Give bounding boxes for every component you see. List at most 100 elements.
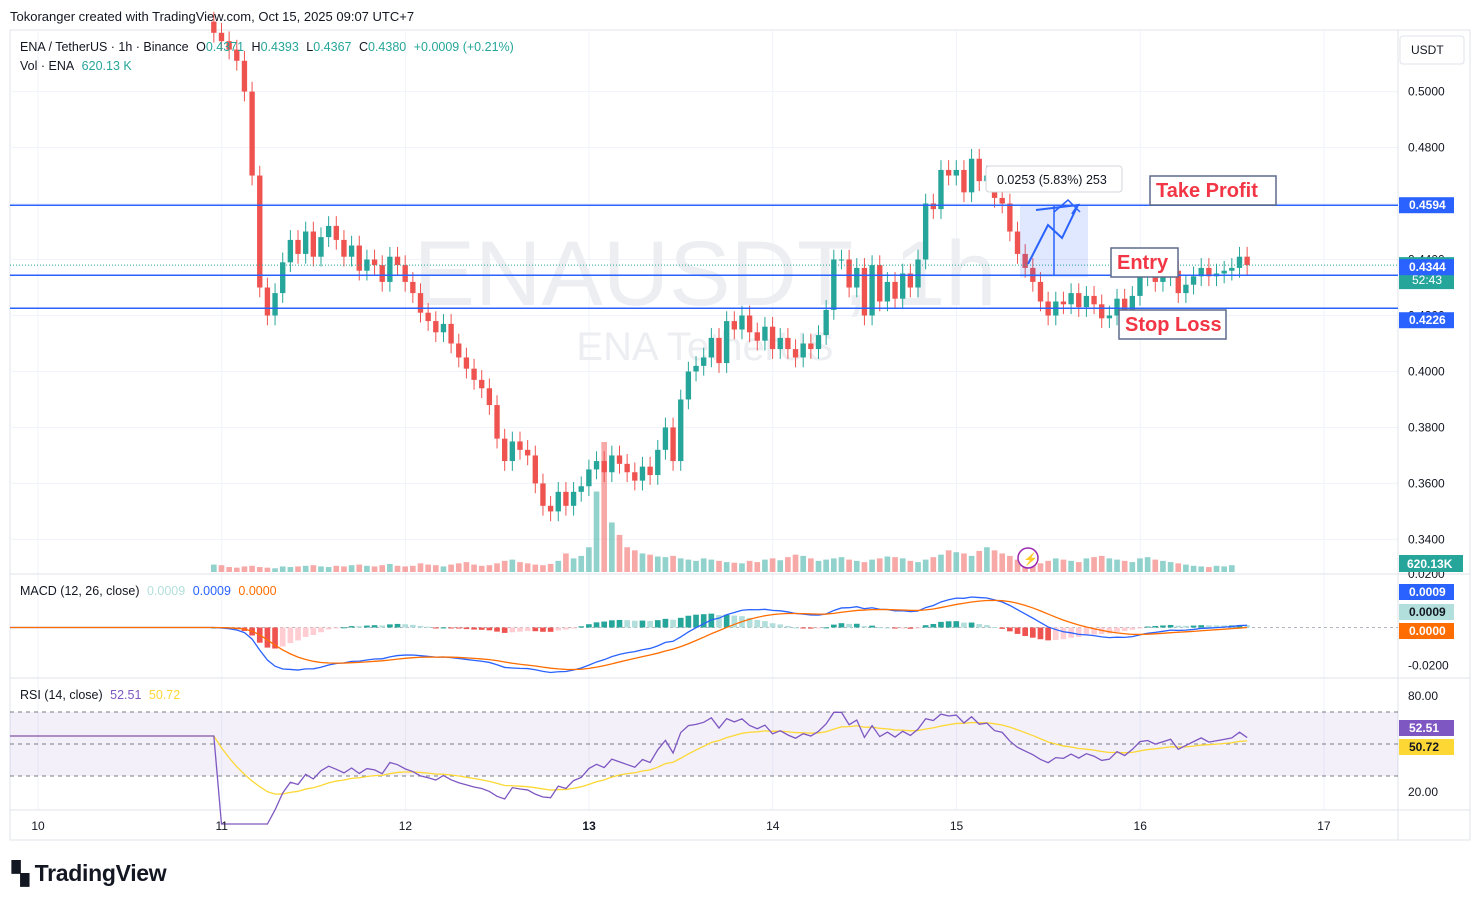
macd-title[interactable]: MACD (12, 26, close) [20,584,140,598]
volume-bar [869,559,875,572]
volume-bar [1152,559,1159,572]
macd-hist-bar [1075,627,1082,637]
macd-hist-bar [670,619,676,628]
macd-hist-bar [1190,625,1197,628]
macd-hist-bar [800,627,807,629]
time-tick-label: 13 [582,819,596,833]
volume-bar [356,564,363,572]
volume-bar [1160,560,1166,572]
volume-bar [830,558,837,572]
level-label: Take Profit [1156,180,1258,202]
volume-bar [968,555,975,572]
measure-label-box [985,165,1123,193]
candle-body [555,491,561,512]
volume-label[interactable]: Vol · ENA [20,59,75,73]
macd-hist-bar [402,624,409,628]
macd-hist-bar [341,627,347,629]
candle-body [769,326,776,350]
candle-body [333,225,339,240]
macd-hist-bar [417,625,424,628]
macd-hist-bar [884,627,891,629]
volume-bar [1007,555,1013,572]
candle-body [815,335,822,350]
macd-hist-bar [455,627,462,629]
volume-bar [348,565,355,572]
badge-macd-hist: 0.0009 [1409,605,1446,619]
rsi-value: 52.51 [110,688,142,702]
macd-hist-bar [1152,626,1159,628]
candle-body [302,231,309,254]
candle-body [371,259,378,266]
volume-bar [999,553,1006,572]
badge-macd-signal: 0.0000 [1409,624,1446,638]
volume-bar [287,567,294,572]
symbol-title[interactable]: ENA / TetherUS · 1h · Binance [20,40,189,54]
volume-bar [1221,566,1228,572]
macd-hist-bar [1045,627,1051,641]
volume-bar [930,557,937,572]
macd-hist-bar [616,619,623,628]
macd-hist-bar [1060,627,1067,640]
macd-hist-bar [945,621,952,628]
volume-bar [984,547,990,572]
volume-bar [1106,558,1113,572]
candle-body [678,399,684,462]
candle-body [287,239,294,263]
tradingview-logo[interactable]: ▚ TradingView [12,860,167,887]
volume-bar [486,565,493,572]
macd-hist-bar [1091,627,1097,635]
macd-hist-bar [463,627,470,630]
candle-body [563,491,569,506]
volume-bar [754,562,761,572]
volume-bar [639,553,646,572]
measure-tool: 0.0253 (5.83%) 253 ⚡ [985,165,1123,569]
macd-hist-bar [333,627,340,629]
volume-bar [249,565,255,572]
macd-hist-bar [1007,627,1013,632]
badge-rsi-ma: 50.72 [1409,740,1439,754]
time-tick-label: 14 [766,819,780,833]
macd-hist-bar [677,617,684,628]
volume-bar [1114,559,1120,572]
badge-macd-bg [1399,584,1454,600]
candle-body [540,483,546,506]
candle-body [685,371,692,400]
macd-tick-label: -0.0200 [1408,659,1449,673]
rsi-line [10,711,1248,825]
macd-hist-bar [876,627,883,629]
macd-hist-bar [1183,625,1189,628]
candle-body [257,175,263,288]
volume-bar [815,560,822,572]
candle-body [272,293,278,316]
candle-body [440,323,447,333]
rsi-ma-line [10,721,1248,795]
candle-body [241,60,248,92]
volume-bar [1037,563,1044,572]
volume-bar [279,566,286,572]
macd-hist-bar [968,622,975,628]
rsi-title[interactable]: RSI (14, close) [20,688,103,702]
time-tick-label: 16 [1134,819,1148,833]
macd-hist-bar [624,620,630,628]
level-label-box [1110,247,1179,278]
badge-take-profit-bg [1399,197,1454,214]
macd-hist-bar [654,620,661,628]
volume-bar [938,554,944,572]
candle-body [211,21,217,33]
macd-hist-bar [364,625,370,628]
volume-bar [410,565,416,572]
candle-body [364,259,370,271]
high-value: 0.4393 [260,40,299,54]
macd-hist-bar [830,624,837,628]
candle-body [1106,315,1113,319]
volume-bar [1229,565,1235,572]
volume-bar [785,557,791,572]
price-tick-label: 0.3600 [1408,476,1445,490]
candle-body [823,309,829,336]
volume-bar [524,563,531,572]
macd-hist-bar [869,625,875,628]
volume-bar [1083,558,1090,572]
volume-bar [387,563,393,572]
volume-bar [609,522,615,572]
